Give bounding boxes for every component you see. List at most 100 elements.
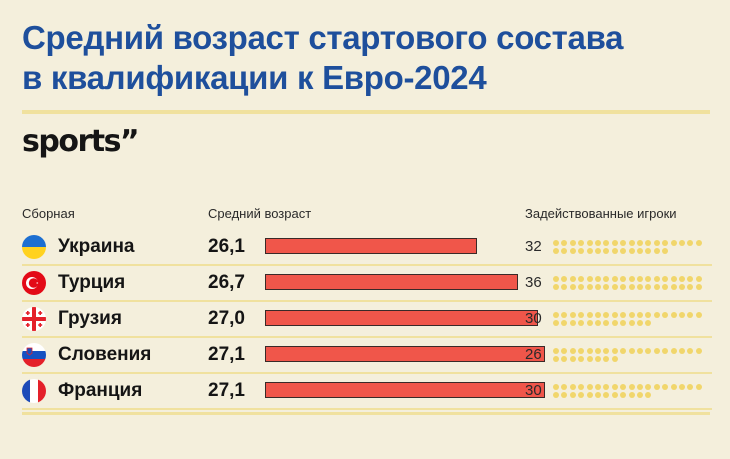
player-dot bbox=[553, 356, 559, 362]
player-dot bbox=[578, 320, 585, 326]
player-dot bbox=[569, 392, 576, 398]
player-dot bbox=[679, 240, 685, 246]
header-team: Сборная bbox=[22, 206, 75, 221]
player-dot bbox=[620, 392, 627, 398]
player-dot bbox=[645, 320, 652, 326]
player-dot bbox=[595, 312, 601, 318]
player-dot bbox=[687, 240, 694, 246]
player-dot bbox=[637, 348, 643, 354]
player-dot bbox=[645, 348, 652, 354]
country-name: Франция bbox=[58, 380, 143, 401]
player-dot bbox=[611, 384, 618, 390]
player-dot bbox=[695, 312, 702, 318]
player-dot bbox=[679, 384, 685, 390]
player-dot bbox=[611, 348, 618, 354]
player-dot bbox=[553, 312, 559, 318]
flag-france-icon bbox=[22, 379, 46, 403]
player-dot bbox=[637, 240, 643, 246]
player-dot bbox=[653, 276, 660, 282]
player-dot bbox=[628, 348, 635, 354]
player-dot bbox=[586, 248, 593, 254]
player-dot bbox=[653, 240, 660, 246]
player-dot bbox=[569, 384, 576, 390]
player-dot bbox=[637, 248, 643, 254]
player-dot bbox=[637, 392, 643, 398]
player-dot bbox=[620, 320, 627, 326]
player-dot bbox=[569, 240, 576, 246]
player-dot bbox=[561, 320, 568, 326]
player-dot bbox=[595, 240, 601, 246]
player-dot bbox=[662, 312, 669, 318]
country-name: Турция bbox=[58, 272, 126, 293]
player-dot bbox=[595, 276, 601, 282]
player-dot bbox=[637, 384, 643, 390]
player-dot bbox=[620, 276, 627, 282]
age-label: 27,0 bbox=[208, 308, 245, 329]
player-dot bbox=[620, 248, 627, 254]
age-bar bbox=[265, 274, 518, 290]
player-dot bbox=[578, 348, 585, 354]
player-dot bbox=[561, 276, 568, 282]
player-dot bbox=[628, 240, 635, 246]
player-dot bbox=[670, 348, 677, 354]
country-name: Украина bbox=[58, 236, 135, 257]
player-dot bbox=[595, 348, 601, 354]
player-dot bbox=[578, 276, 585, 282]
player-dot bbox=[561, 240, 568, 246]
row-divider bbox=[22, 300, 712, 302]
player-dot bbox=[653, 248, 660, 254]
player-dot bbox=[603, 240, 610, 246]
player-dot bbox=[695, 276, 702, 282]
player-dot bbox=[569, 276, 576, 282]
player-dot bbox=[637, 312, 643, 318]
player-dot bbox=[628, 284, 635, 290]
country-name: Грузия bbox=[58, 308, 122, 329]
player-dot bbox=[553, 276, 559, 282]
player-dot bbox=[561, 392, 568, 398]
age-label: 26,7 bbox=[208, 272, 245, 293]
title-line-2: в квалификации к Евро-2024 bbox=[22, 59, 487, 96]
player-dot bbox=[628, 248, 635, 254]
chart-title: Средний возраст стартового состава в ква… bbox=[22, 18, 712, 98]
player-dot bbox=[553, 392, 559, 398]
flag-ukraine-icon bbox=[22, 235, 46, 259]
player-dot bbox=[578, 284, 585, 290]
player-dot bbox=[653, 312, 660, 318]
player-dot bbox=[569, 356, 576, 362]
player-dot bbox=[611, 356, 618, 362]
player-dot bbox=[595, 384, 601, 390]
player-dot bbox=[553, 348, 559, 354]
player-dot bbox=[595, 248, 601, 254]
age-bar bbox=[265, 310, 539, 326]
player-dot bbox=[687, 284, 694, 290]
player-dot bbox=[578, 384, 585, 390]
table-row: Турция 26,7 36 bbox=[22, 266, 712, 302]
table-row: Франция 27,1 30 bbox=[22, 374, 712, 410]
flag-georgia-icon bbox=[22, 307, 46, 331]
flag-slovenia-icon bbox=[22, 343, 46, 367]
player-dot bbox=[662, 248, 669, 254]
player-dot bbox=[645, 276, 652, 282]
row-divider bbox=[22, 372, 712, 374]
player-dot bbox=[662, 276, 669, 282]
player-dot bbox=[569, 348, 576, 354]
player-dot bbox=[553, 284, 559, 290]
player-dot bbox=[611, 248, 618, 254]
bottom-divider bbox=[22, 412, 710, 415]
player-dot bbox=[553, 320, 559, 326]
player-dot bbox=[611, 312, 618, 318]
player-dot bbox=[586, 348, 593, 354]
player-dot bbox=[578, 312, 585, 318]
player-dot bbox=[561, 284, 568, 290]
players-count: 32 bbox=[525, 238, 542, 255]
top-divider bbox=[22, 110, 710, 114]
player-dot bbox=[670, 240, 677, 246]
row-divider bbox=[22, 264, 712, 266]
player-dot bbox=[679, 312, 685, 318]
players-count: 30 bbox=[525, 382, 542, 399]
player-dot bbox=[595, 392, 601, 398]
player-dot bbox=[620, 348, 627, 354]
player-dot bbox=[687, 348, 694, 354]
sports-logo: sports” bbox=[22, 124, 140, 159]
player-dot bbox=[662, 348, 669, 354]
